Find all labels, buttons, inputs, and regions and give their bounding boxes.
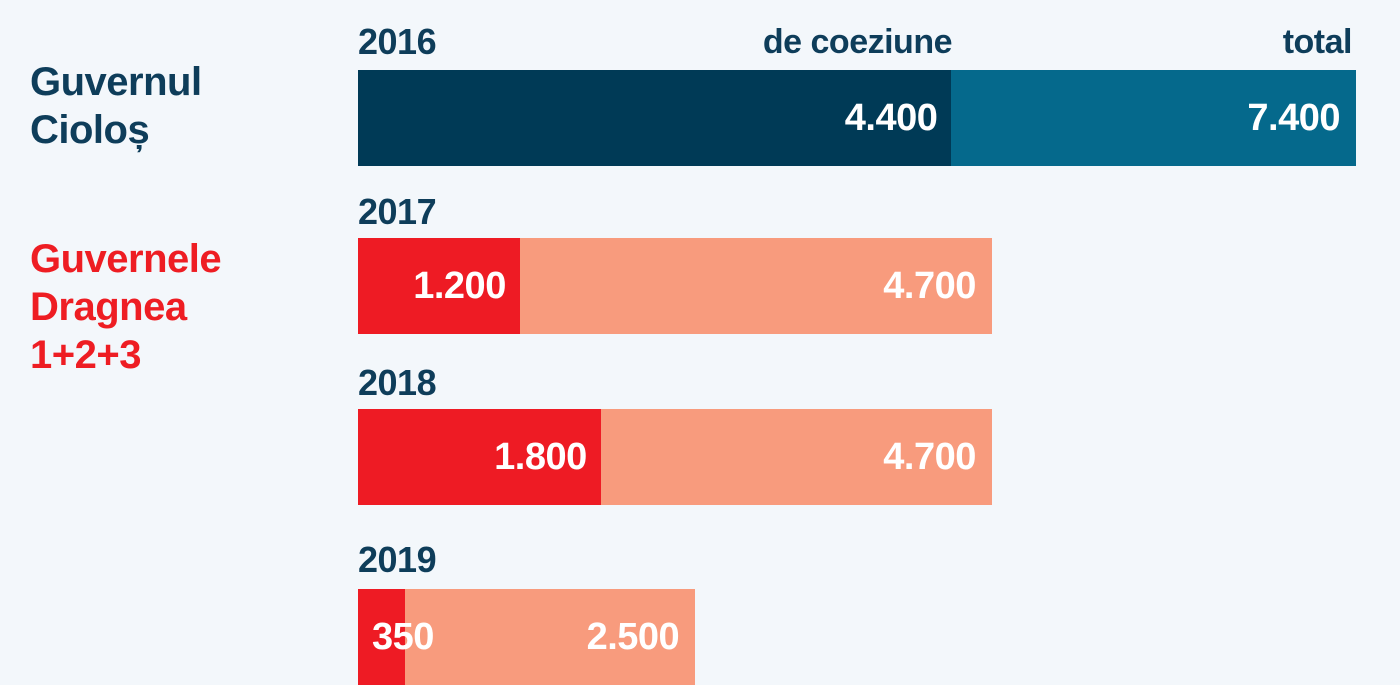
year-label-2018: 2018 — [358, 362, 437, 403]
group-label-line: 1+2+3 — [30, 333, 141, 377]
bar-2018: 4.700 1.800 — [358, 409, 992, 505]
bar-2019: 2.500 350 — [358, 589, 696, 685]
header-total: total — [1282, 23, 1353, 61]
group-label-line: Dragnea — [30, 285, 187, 329]
bar-2016: 7.400 4.400 — [358, 70, 1356, 166]
bar-cohesion-2019: 350 — [358, 589, 434, 685]
group-label-line: Cioloș — [30, 108, 150, 152]
header-cohesion: de coeziune — [762, 23, 953, 61]
bar-cohesion-2018: 1.800 — [358, 409, 601, 505]
bar-cohesion-2016: 4.400 — [358, 70, 952, 166]
group-label-line: Guvernul — [30, 60, 202, 104]
group-label-ciolos: Guvernul Cioloș — [30, 58, 202, 154]
year-label-2016: 2016 — [358, 21, 437, 62]
group-label-line: Guvernele — [30, 237, 222, 281]
bar-2017: 4.700 1.200 — [358, 238, 992, 334]
bar-cohesion-2017: 1.200 — [358, 238, 520, 334]
year-label-2019: 2019 — [358, 539, 437, 580]
group-label-dragnea: Guvernele Dragnea 1+2+3 — [30, 235, 222, 379]
bar-total-2019: 2.500 — [358, 589, 696, 685]
year-label-2017: 2017 — [358, 191, 437, 232]
